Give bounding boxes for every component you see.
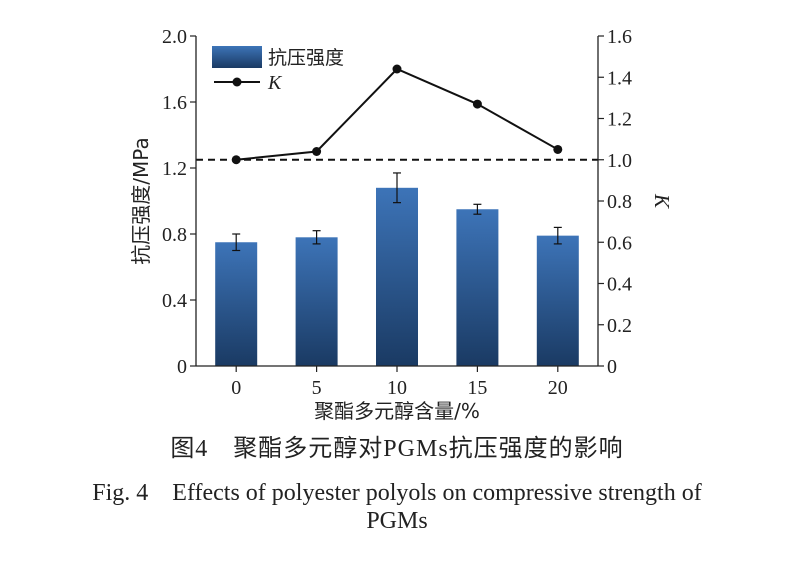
right-tick-label-1.6: 1.6 — [607, 26, 632, 48]
legend-bar-label: 抗压强度 — [268, 47, 344, 69]
figure-caption-english-line1: Fig. 4 Effects of polyester polyols on c… — [92, 480, 702, 506]
left-tick-label-2.0: 2.0 — [162, 26, 187, 48]
k-point-10 — [392, 64, 402, 74]
x-tick-label-15: 15 — [467, 377, 487, 399]
right-tick-label-0.2: 0.2 — [607, 315, 632, 337]
legend-line-marker — [232, 77, 242, 87]
figure-caption-english-line2: PGMs — [366, 508, 428, 534]
legend-line-label: K — [267, 72, 283, 94]
right-tick-label-1.0: 1.0 — [607, 150, 632, 172]
right-tick-label-0.6: 0.6 — [607, 232, 632, 254]
right-tick-label-1.4: 1.4 — [607, 67, 632, 89]
k-series-line — [236, 67, 559, 161]
x-tick-label-10: 10 — [387, 377, 407, 399]
bar-0 — [215, 242, 258, 366]
x-axis-title: 聚酯多元醇含量/% — [314, 399, 480, 423]
figure-caption-chinese: 图4 聚酯多元醇对PGMs抗压强度的影响 — [170, 436, 624, 462]
left-axis-title: 抗压强度/MPa — [129, 137, 153, 264]
x-tick-label-20: 20 — [548, 377, 568, 399]
right-tick-label-0: 0 — [607, 356, 617, 378]
legend-bar-swatch — [212, 46, 262, 68]
plot-area: 0 0.4 0.8 1.2 1.6 2.0 0 0.2 0.4 0.6 0.8 1.0 1.2 1.4 1.… — [129, 26, 674, 423]
left-tick-label-0.8: 0.8 — [162, 224, 187, 246]
x-tick-label-0: 0 — [231, 377, 241, 399]
right-tick-label-0.8: 0.8 — [607, 191, 632, 213]
left-tick-label-0.4: 0.4 — [162, 290, 187, 312]
x-tick-label-5: 5 — [312, 377, 322, 399]
k-point-0 — [231, 155, 241, 165]
bar-15 — [456, 209, 499, 366]
left-tick-label-1.6: 1.6 — [162, 92, 187, 114]
bar-20 — [536, 235, 579, 366]
right-tick-label-1.2: 1.2 — [607, 109, 632, 131]
bar-10 — [376, 187, 418, 366]
k-point-15 — [472, 99, 482, 109]
right-axis-title: K — [650, 193, 674, 209]
right-tick-label-0.4: 0.4 — [607, 274, 632, 296]
left-tick-label-0: 0 — [177, 356, 187, 378]
k-point-20 — [553, 144, 563, 154]
bar-5 — [295, 237, 338, 366]
k-point-5 — [312, 147, 322, 156]
left-tick-label-1.2: 1.2 — [162, 158, 187, 180]
chart: 0 0.4 0.8 1.2 1.6 2.0 0 0.2 0.4 0.6 0.8 1.0 1.2 1.4 1.… — [129, 26, 674, 423]
